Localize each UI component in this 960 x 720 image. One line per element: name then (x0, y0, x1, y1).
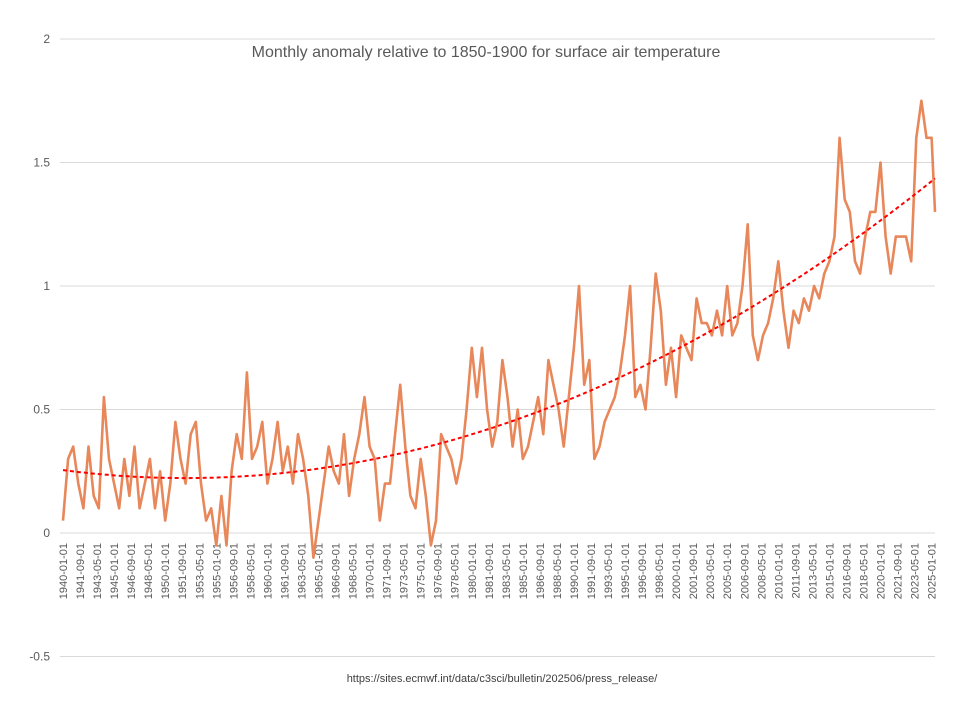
y-tick-label: 0 (43, 526, 50, 540)
x-tick-label: 1973-05-01 (399, 543, 411, 599)
x-tick-label: 1951-09-01 (177, 543, 189, 599)
chart-title: Monthly anomaly relative to 1850-1900 fo… (252, 44, 721, 61)
x-tick-label: 2013-05-01 (807, 543, 819, 599)
x-tick-label: 1986-09-01 (535, 543, 547, 599)
x-tick-label: 1990-01-01 (569, 543, 581, 599)
x-tick-label: 1975-01-01 (416, 543, 428, 599)
x-tick-label: 2023-05-01 (910, 543, 922, 599)
x-tick-label: 1946-09-01 (126, 543, 138, 599)
x-tick-label: 1991-09-01 (586, 543, 598, 599)
x-tick-label: 2005-01-01 (722, 543, 734, 599)
x-tick-label: 2018-05-01 (858, 543, 870, 599)
y-tick-label: 1.5 (33, 156, 50, 170)
x-tick-label: 1955-01-01 (211, 543, 223, 599)
x-tick-label: 1995-01-01 (620, 543, 632, 599)
x-tick-label: 2001-09-01 (688, 543, 700, 599)
x-tick-label: 1985-01-01 (518, 543, 530, 599)
y-tick-label: 0.5 (33, 403, 50, 417)
x-tick-label: 1965-01-01 (313, 543, 325, 599)
series-points (62, 100, 936, 558)
x-tick-label: 1943-05-01 (92, 543, 104, 599)
x-tick-label: 2006-09-01 (739, 543, 751, 599)
source-note: https://sites.ecmwf.int/data/c3sci/bulle… (347, 673, 659, 685)
x-tick-label: 1971-09-01 (382, 543, 394, 599)
x-axis-ticks: 1940-01-01 1941-09-01 1943-05-01 1945-01-01… (58, 543, 939, 599)
x-tick-label: 1970-01-01 (365, 543, 377, 599)
x-tick-label: 1978-05-01 (450, 543, 462, 599)
x-tick-label: 1960-01-01 (262, 543, 274, 599)
x-tick-label: 1941-09-01 (75, 543, 87, 599)
x-tick-label: 1966-09-01 (331, 543, 343, 599)
x-tick-label: 1963-05-01 (296, 543, 308, 599)
x-tick-label: 2020-01-01 (876, 543, 888, 599)
x-tick-label: 2003-05-01 (705, 543, 717, 599)
y-tick-label: 2 (43, 32, 50, 46)
x-tick-label: 2021-09-01 (893, 543, 905, 599)
x-tick-label: 2008-05-01 (756, 543, 768, 599)
x-tick-label: 2010-01-01 (773, 543, 785, 599)
x-tick-label: 1981-09-01 (484, 543, 496, 599)
y-tick-label: -0.5 (29, 650, 50, 664)
x-tick-label: 2011-09-01 (790, 543, 802, 598)
x-tick-label: 1945-01-01 (109, 543, 121, 599)
x-tick-label: 1980-01-01 (467, 543, 479, 599)
x-tick-label: 1988-05-01 (552, 543, 564, 599)
x-tick-label: 1976-09-01 (433, 543, 445, 599)
x-tick-label: 1998-05-01 (654, 543, 666, 599)
x-tick-label: 1968-05-01 (348, 543, 360, 599)
x-tick-label: 1956-09-01 (228, 543, 240, 599)
x-tick-label: 2016-09-01 (841, 543, 853, 599)
y-tick-label: 1 (43, 279, 50, 293)
x-tick-label: 2000-01-01 (671, 543, 683, 599)
x-tick-label: 1948-05-01 (143, 543, 155, 599)
x-tick-label: 1958-05-01 (245, 543, 257, 599)
x-tick-label: 1950-01-01 (160, 543, 172, 599)
y-axis-ticks: -0.5 0 0.5 1 1.5 2 (29, 32, 50, 664)
x-tick-label: 1993-05-01 (603, 543, 615, 599)
x-tick-label: 2015-01-01 (824, 543, 836, 599)
x-tick-label: 1996-09-01 (637, 543, 649, 599)
x-tick-label: 1953-05-01 (194, 543, 206, 599)
series-line (61, 99, 937, 559)
x-tick-label: 2025-01-01 (927, 543, 939, 599)
trend-line (62, 177, 936, 480)
x-tick-label: 1961-09-01 (279, 543, 291, 599)
x-tick-label: 1940-01-01 (58, 543, 70, 599)
x-tick-label: 1983-05-01 (501, 543, 513, 599)
